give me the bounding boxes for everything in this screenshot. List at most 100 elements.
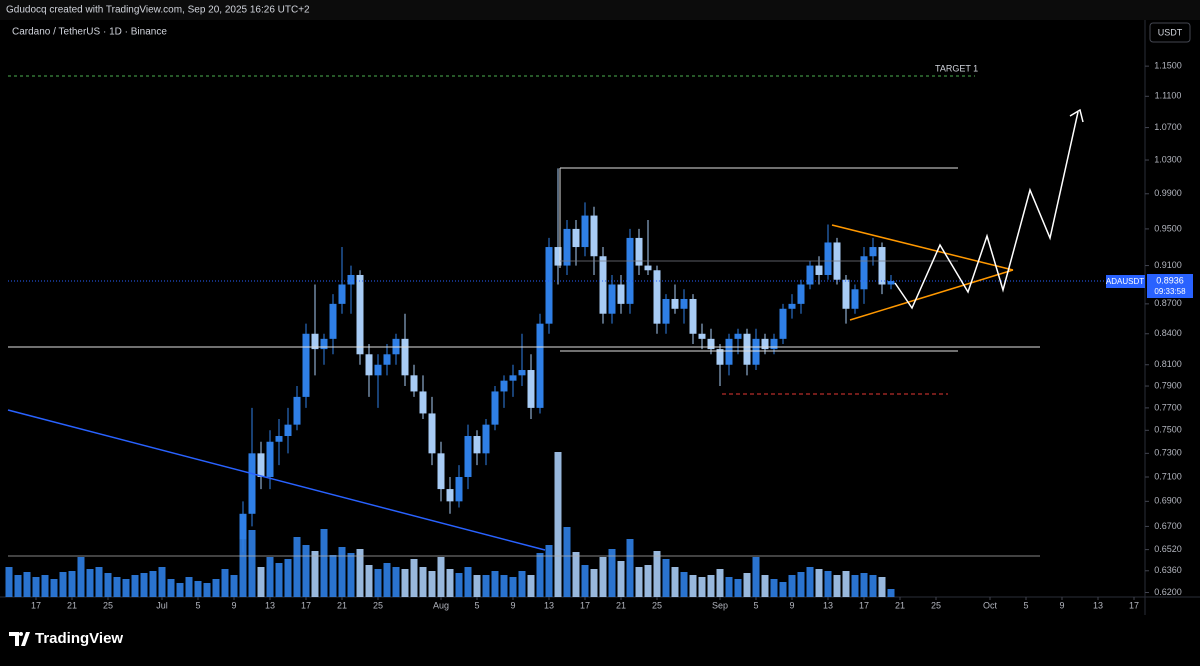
y-tick-label: 0.6200: [1154, 587, 1182, 597]
volume-bar: [14, 575, 22, 597]
volume-bar: [599, 557, 607, 597]
candle-body: [599, 256, 607, 314]
volume-bar: [707, 575, 715, 597]
candle-body: [338, 284, 346, 304]
footer: [0, 615, 1200, 661]
candle-body: [509, 375, 517, 381]
volume-bar: [509, 577, 517, 597]
volume-bar: [473, 575, 481, 597]
candle-body: [428, 413, 436, 454]
x-tick-label: 5: [474, 600, 479, 610]
price-box: [1147, 274, 1193, 298]
x-tick-label: 9: [510, 600, 515, 610]
candle-body: [608, 284, 616, 314]
volume-bar: [59, 572, 67, 597]
volume-bar: [851, 575, 859, 597]
candle-body: [653, 270, 661, 324]
volume-bar: [185, 577, 193, 597]
y-tick-label: 1.1500: [1154, 61, 1182, 71]
volume-bar: [581, 565, 589, 597]
candle-body: [365, 354, 373, 376]
x-tick-label: 25: [373, 600, 383, 610]
projection-path: [894, 111, 1079, 310]
y-tick-label: 0.8400: [1154, 328, 1182, 338]
volume-bar: [680, 572, 688, 597]
candle-body: [851, 289, 859, 309]
candle-body: [464, 436, 472, 478]
candle-body: [455, 477, 463, 502]
volume-bar: [194, 581, 202, 597]
y-tick-label: 0.7100: [1154, 471, 1182, 481]
candle-body: [617, 284, 625, 304]
x-tick-label: 25: [103, 600, 113, 610]
volume-bar: [131, 575, 139, 597]
candle-body: [572, 228, 580, 248]
volume-bar: [518, 571, 526, 597]
candle-body: [590, 215, 598, 257]
candle-body: [473, 436, 481, 454]
candle-body: [662, 298, 670, 324]
candle-body: [563, 228, 571, 266]
y-tick-label: 0.7300: [1154, 448, 1182, 458]
volume-bar: [122, 579, 130, 597]
y-tick-label: 0.6900: [1154, 496, 1182, 506]
x-tick-label: 9: [231, 600, 236, 610]
candle-body: [536, 323, 544, 408]
volume-bar: [662, 559, 670, 597]
volume-bar: [779, 582, 787, 597]
x-tick-label: Jul: [156, 600, 168, 610]
y-tick-label: 0.9500: [1154, 223, 1182, 233]
volume-bar: [320, 529, 328, 597]
x-tick-label: 9: [1059, 600, 1064, 610]
volume-bar: [716, 569, 724, 597]
candle-body: [707, 338, 715, 350]
volume-bar: [113, 577, 121, 597]
candle-body: [248, 453, 256, 514]
x-tick-label: 17: [31, 600, 41, 610]
y-tick-label: 1.0300: [1154, 154, 1182, 164]
candle-body: [239, 513, 247, 540]
volume-bar: [734, 579, 742, 597]
volume-bar: [50, 579, 58, 597]
volume-bar: [590, 569, 598, 597]
last-price: 0.8936: [1156, 275, 1184, 285]
x-tick-label: 13: [1093, 600, 1103, 610]
volume-bar: [455, 573, 463, 597]
y-tick-label: 0.8100: [1154, 359, 1182, 369]
currency: USDT: [1158, 27, 1183, 37]
volume-bar: [869, 575, 877, 597]
candle-body: [797, 284, 805, 304]
volume-bar: [536, 553, 544, 597]
volume-bar: [743, 573, 751, 597]
volume-bar: [824, 571, 832, 597]
candle-body: [680, 298, 688, 309]
volume-bar: [770, 579, 778, 597]
volume-bar: [437, 557, 445, 597]
volume-bar: [446, 569, 454, 597]
candle-body: [689, 298, 697, 334]
symbol: ADAUSDT: [1106, 277, 1144, 286]
volume-bar: [77, 557, 85, 597]
volume-bar: [266, 557, 274, 597]
volume-bar: [833, 575, 841, 597]
logo-dot: [19, 632, 23, 636]
y-tick-label: 0.7500: [1154, 425, 1182, 435]
candle-body: [311, 333, 319, 350]
candle-body: [329, 303, 337, 339]
candle-body: [518, 370, 526, 376]
volume-bar: [671, 567, 679, 597]
y-tick-label: 0.8700: [1154, 298, 1182, 308]
x-tick-label: 17: [859, 600, 869, 610]
x-tick-label: 25: [931, 600, 941, 610]
candle-body: [437, 453, 445, 490]
trend-line: [7, 409, 546, 551]
candle-body: [779, 308, 787, 339]
y-tick-label: 0.7900: [1154, 380, 1182, 390]
candle-body: [698, 333, 706, 339]
y-tick-label: 0.9100: [1154, 260, 1182, 270]
x-tick-label: 25: [652, 600, 662, 610]
symbol-box: [1106, 275, 1145, 288]
x-tick-label: 13: [823, 600, 833, 610]
volume-bar: [860, 573, 868, 597]
